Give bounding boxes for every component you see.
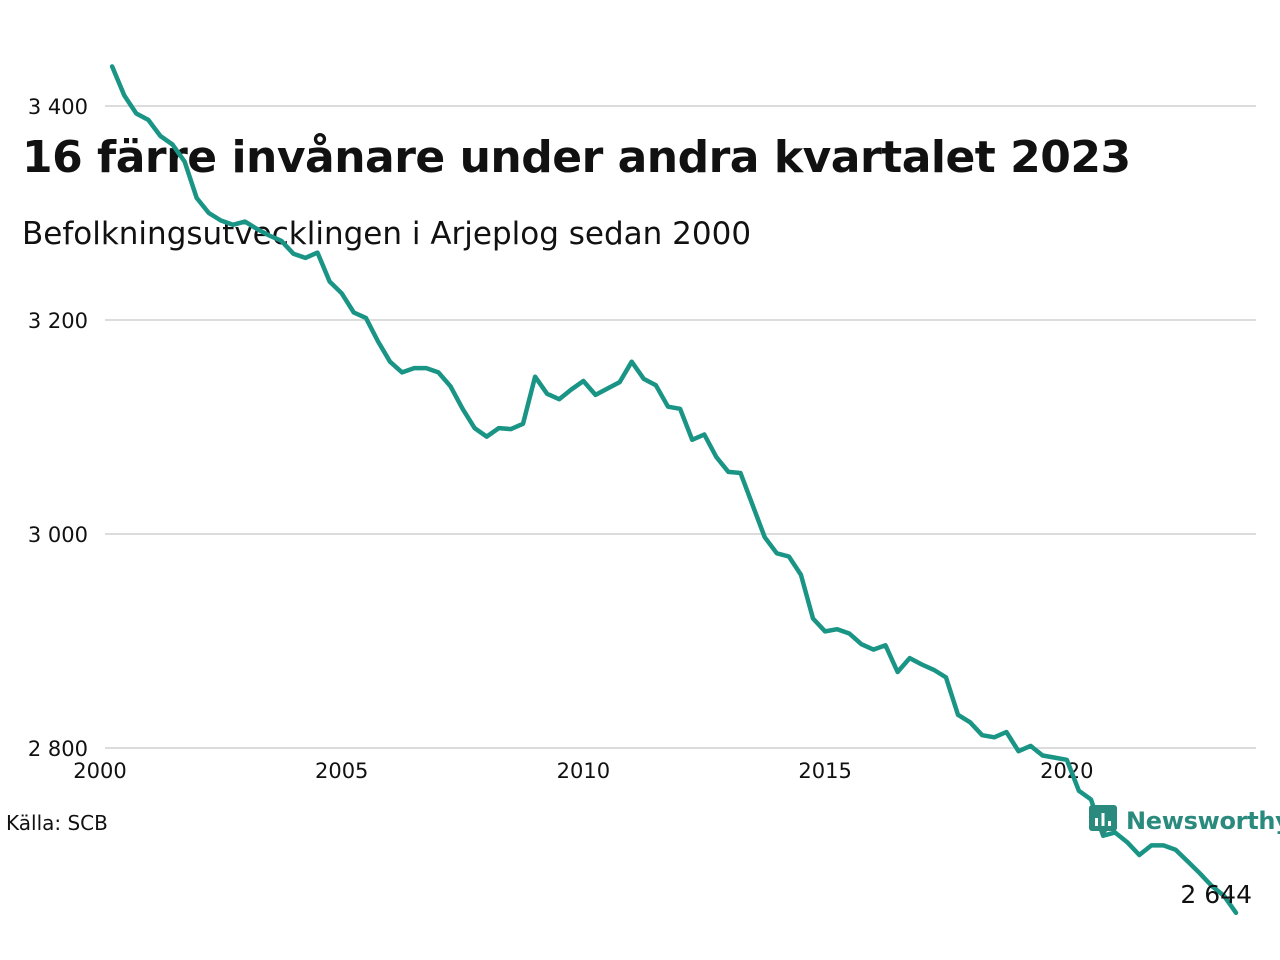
x-tick-label: 2005 (315, 759, 368, 783)
y-tick-label: 3 000 (28, 523, 88, 547)
series-layer (112, 66, 1236, 912)
x-tick-label: 2000 (73, 759, 126, 783)
y-tick-label: 3 200 (28, 309, 88, 333)
gridlines (105, 106, 1256, 748)
brand-logo: Newsworthy (1088, 804, 1280, 838)
y-axis-tick-labels: 2 800 3 000 3 200 3 400 (28, 95, 88, 761)
series-line (112, 66, 1236, 912)
x-tick-label: 2010 (557, 759, 610, 783)
annotations: 2 644 (1180, 880, 1252, 909)
x-axis-tick-labels: 2000 2005 2010 2015 2020 (73, 759, 1093, 783)
newsworthy-logo-icon (1088, 804, 1118, 838)
y-tick-label: 3 400 (28, 95, 88, 119)
brand-name: Newsworthy (1126, 807, 1280, 835)
x-tick-label: 2015 (798, 759, 851, 783)
end-value-label: 2 644 (1180, 880, 1252, 909)
source-note: Källa: SCB (6, 811, 108, 835)
y-tick-label: 2 800 (28, 737, 88, 761)
